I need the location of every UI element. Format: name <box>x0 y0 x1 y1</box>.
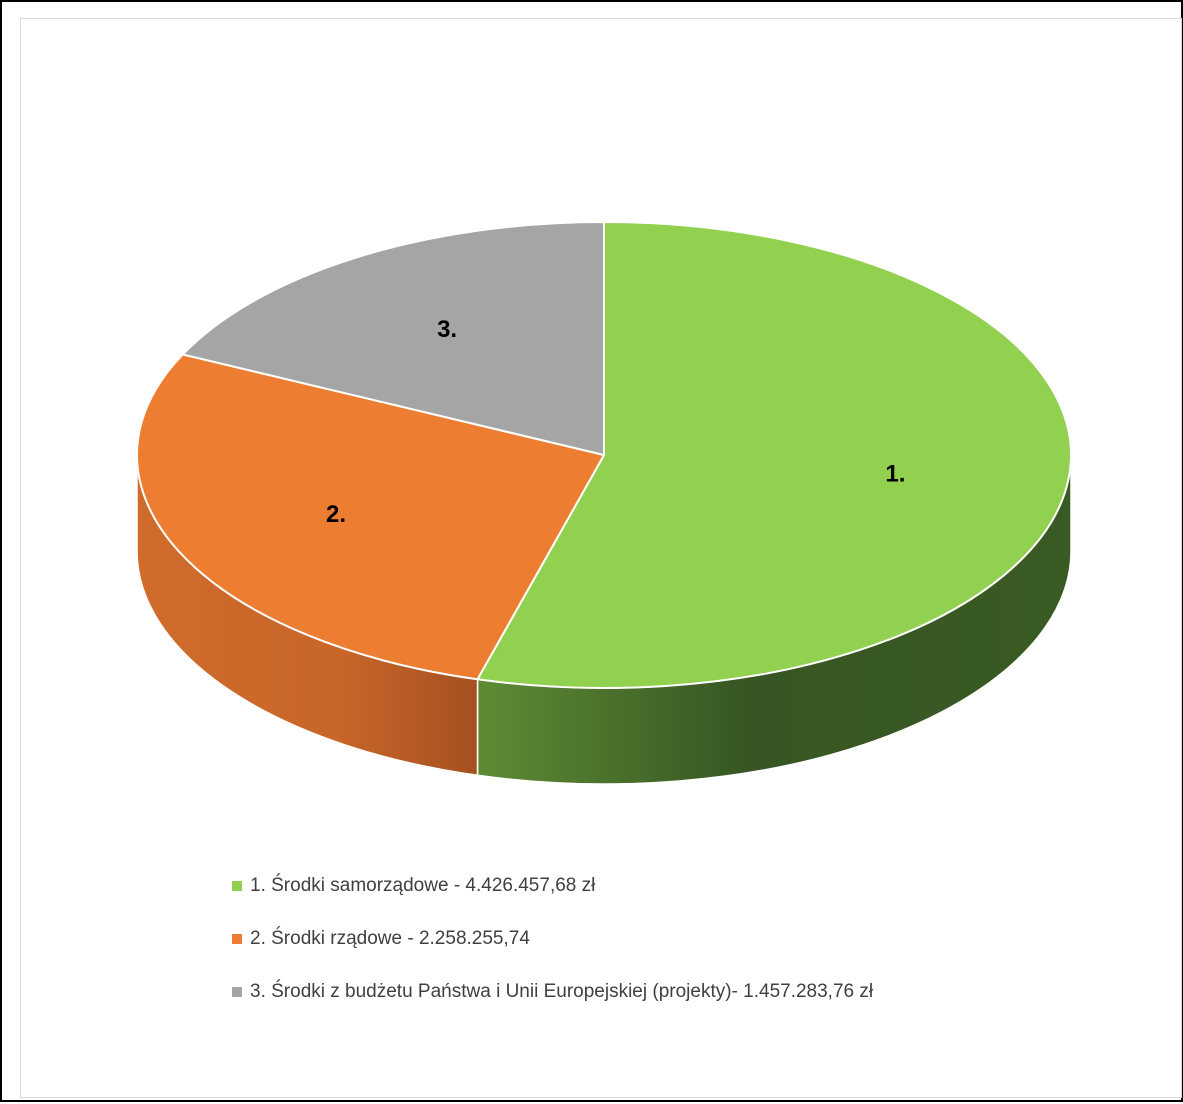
legend-label: 1. Środki samorządowe - 4.426.457,68 zł <box>250 875 596 896</box>
pie-slice <box>181 221 605 456</box>
legend-item: 2. Środki rządowe - 2.258.255,74 <box>232 927 873 951</box>
legend-label: 3. Środki z budżetu Państwa i Unii Europ… <box>250 981 874 1002</box>
slice-data-label: 3. <box>437 316 457 343</box>
pie-slice <box>136 353 605 681</box>
legend-item: 3. Środki z budżetu Państwa i Unii Europ… <box>232 980 873 1004</box>
legend-item: 1. Środki samorządowe - 4.426.457,68 zł <box>232 874 873 898</box>
pie-slice <box>476 221 1072 689</box>
legend-swatch <box>232 881 242 891</box>
legend: 1. Środki samorządowe - 4.426.457,68 zł … <box>232 874 873 1033</box>
legend-swatch <box>232 934 242 944</box>
slice-data-label: 1. <box>885 460 905 487</box>
slice-data-label: 2. <box>326 501 346 528</box>
chart-area <box>20 18 1182 1098</box>
legend-swatch <box>232 987 242 997</box>
legend-label: 2. Środki rządowe - 2.258.255,74 <box>250 928 530 949</box>
